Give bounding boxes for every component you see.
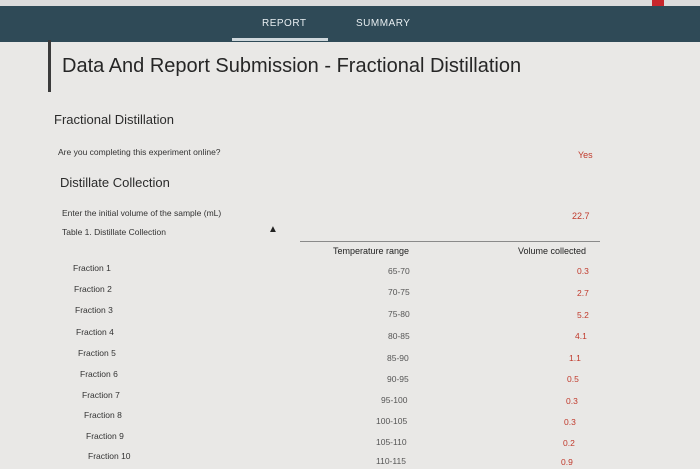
temperature-range: 85-90: [387, 353, 409, 363]
volume-collected[interactable]: 2.7: [577, 288, 589, 298]
fraction-label: Fraction 7: [82, 390, 120, 400]
fraction-label: Fraction 5: [78, 348, 116, 358]
fraction-label: Fraction 4: [76, 327, 114, 337]
fraction-label: Fraction 3: [75, 305, 113, 315]
browser-strip: [0, 0, 700, 6]
temperature-range: 100-105: [376, 416, 408, 426]
section-title-fractional-distillation: Fractional Distillation: [54, 112, 174, 127]
temperature-range: 70-75: [388, 287, 410, 297]
initial-volume-value[interactable]: 22.7: [572, 211, 590, 221]
online-answer[interactable]: Yes: [578, 150, 593, 160]
page-title: Data And Report Submission - Fractional …: [62, 55, 522, 77]
section-title-distillate-collection: Distillate Collection: [60, 175, 170, 190]
column-header-temperature: Temperature range: [333, 246, 410, 256]
online-question-label: Are you completing this experiment onlin…: [58, 147, 221, 157]
fraction-label: Fraction 9: [86, 431, 124, 441]
mouse-cursor-icon: ▲: [268, 224, 278, 235]
fraction-label: Fraction 1: [73, 263, 111, 273]
temperature-range: 90-95: [387, 374, 409, 384]
tab-report[interactable]: REPORT: [262, 18, 307, 29]
temperature-range: 80-85: [388, 331, 410, 341]
fraction-label: Fraction 8: [84, 410, 122, 420]
volume-collected[interactable]: 0.5: [567, 374, 579, 384]
temperature-range: 110-115: [376, 456, 406, 466]
fraction-label: Fraction 10: [88, 451, 131, 461]
fraction-label: Fraction 6: [80, 369, 118, 379]
active-tab-indicator: [232, 38, 328, 41]
volume-collected[interactable]: 4.1: [575, 331, 587, 341]
table-caption: Table 1. Distillate Collection: [62, 227, 166, 237]
volume-collected[interactable]: 5.2: [577, 310, 589, 320]
temperature-range: 105-110: [376, 437, 407, 447]
column-header-volume: Volume collected: [518, 246, 587, 256]
top-nav-bar: REPORT SUMMARY: [0, 0, 700, 42]
volume-collected[interactable]: 1.1: [569, 353, 581, 363]
volume-collected[interactable]: 0.2: [563, 438, 575, 448]
volume-collected[interactable]: 0.9: [561, 457, 573, 467]
volume-collected[interactable]: 0.3: [566, 396, 578, 406]
fraction-label: Fraction 2: [74, 284, 112, 294]
temperature-range: 65-70: [388, 266, 410, 276]
volume-collected[interactable]: 0.3: [577, 266, 589, 276]
tab-summary[interactable]: SUMMARY: [356, 18, 411, 29]
table-header-rule: [300, 241, 600, 242]
title-accent-bar: [48, 40, 51, 92]
volume-collected[interactable]: 0.3: [564, 417, 576, 427]
corner-marker: [652, 0, 664, 6]
temperature-range: 95-100: [381, 395, 408, 405]
initial-volume-label: Enter the initial volume of the sample (…: [62, 208, 222, 218]
temperature-range: 75-80: [388, 309, 410, 319]
